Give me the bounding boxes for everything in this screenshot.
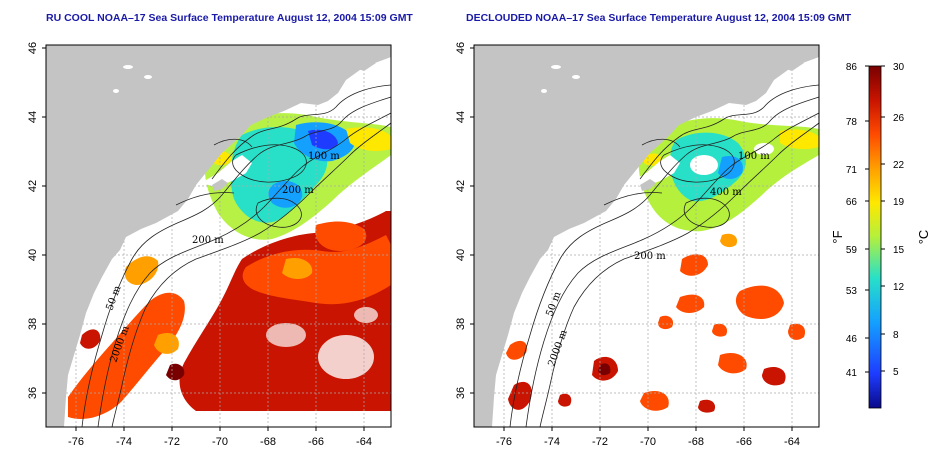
- celsius-tick-label: 12: [893, 282, 905, 293]
- lat-tick-label: 42: [455, 180, 467, 192]
- contour-label: 200 m: [634, 251, 666, 262]
- lon-tick-label: -72: [592, 436, 608, 448]
- fahrenheit-tick-label: 71: [846, 165, 858, 176]
- lat-tick-label: 44: [455, 111, 467, 123]
- left-map-panel: 100 m 200 m 200 m 50 m 2000 m: [45, 44, 392, 428]
- lon-tick-label: -76: [496, 436, 512, 448]
- right-axes: -76 -74 -72 -70 -68 -66 -64 36 38 40 42 …: [455, 42, 800, 448]
- lat-tick-label: 38: [455, 318, 467, 330]
- lon-tick-label: -66: [736, 436, 752, 448]
- right-map-title: DECLOUDED NOAA–17 Sea Surface Temperatur…: [466, 12, 852, 24]
- celsius-tick-label: 26: [893, 113, 905, 124]
- celsius-tick-label: 19: [893, 197, 905, 208]
- left-axes: -76 -74 -72 -70 -68 -66 -64 36 38 40 42 …: [27, 42, 372, 448]
- celsius-tick-label: 15: [893, 245, 905, 256]
- lon-tick-label: -70: [212, 436, 228, 448]
- lon-tick-label: -70: [640, 436, 656, 448]
- left-map-title: RU COOL NOAA–17 Sea Surface Temperature …: [46, 12, 413, 24]
- lon-tick-label: -74: [544, 436, 560, 448]
- right-sst-overlay: [506, 118, 819, 413]
- lon-tick-label: -64: [356, 436, 372, 448]
- right-map-panel: 100 m 400 m 200 m 50 m 2000 m: [473, 44, 820, 428]
- lat-tick-label: 38: [27, 318, 39, 330]
- fahrenheit-tick-label: 66: [846, 197, 858, 208]
- lat-tick-label: 36: [455, 387, 467, 399]
- contour-label: 200 m: [282, 185, 314, 196]
- fahrenheit-tick-label: 78: [846, 117, 858, 128]
- celsius-unit-label: °C: [916, 230, 931, 245]
- contour-label: 200 m: [192, 235, 224, 246]
- lon-tick-label: -76: [68, 436, 84, 448]
- lon-tick-label: -72: [164, 436, 180, 448]
- contour-label: 400 m: [710, 187, 742, 198]
- lat-tick-label: 44: [27, 111, 39, 123]
- lon-tick-label: -68: [260, 436, 276, 448]
- fahrenheit-tick-label: 86: [846, 62, 858, 73]
- colorbar-gradient: [868, 65, 882, 409]
- lat-tick-label: 46: [455, 42, 467, 54]
- celsius-tick-label: 8: [893, 330, 899, 341]
- celsius-tick-label: 5: [893, 367, 899, 378]
- lat-tick-label: 40: [455, 249, 467, 261]
- lat-tick-label: 42: [27, 180, 39, 192]
- contour-label: 100 m: [738, 151, 770, 162]
- contour-label: 100 m: [308, 151, 340, 162]
- fahrenheit-unit-label: °F: [830, 230, 845, 243]
- lon-tick-label: -74: [116, 436, 132, 448]
- celsius-tick-label: 30: [893, 62, 905, 73]
- lat-tick-label: 46: [27, 42, 39, 54]
- fahrenheit-tick-label: 59: [846, 245, 858, 256]
- lon-tick-label: -64: [784, 436, 800, 448]
- lat-tick-label: 36: [27, 387, 39, 399]
- celsius-tick-label: 22: [893, 160, 905, 171]
- fahrenheit-tick-label: 53: [846, 286, 858, 297]
- colorbar: 86 78 71 66 59 53 46 41 30 26 22 19 15 1…: [830, 62, 931, 409]
- lat-tick-label: 40: [27, 249, 39, 261]
- lon-tick-label: -68: [688, 436, 704, 448]
- lon-tick-label: -66: [308, 436, 324, 448]
- fahrenheit-tick-label: 41: [846, 368, 858, 379]
- fahrenheit-tick-label: 46: [846, 334, 858, 345]
